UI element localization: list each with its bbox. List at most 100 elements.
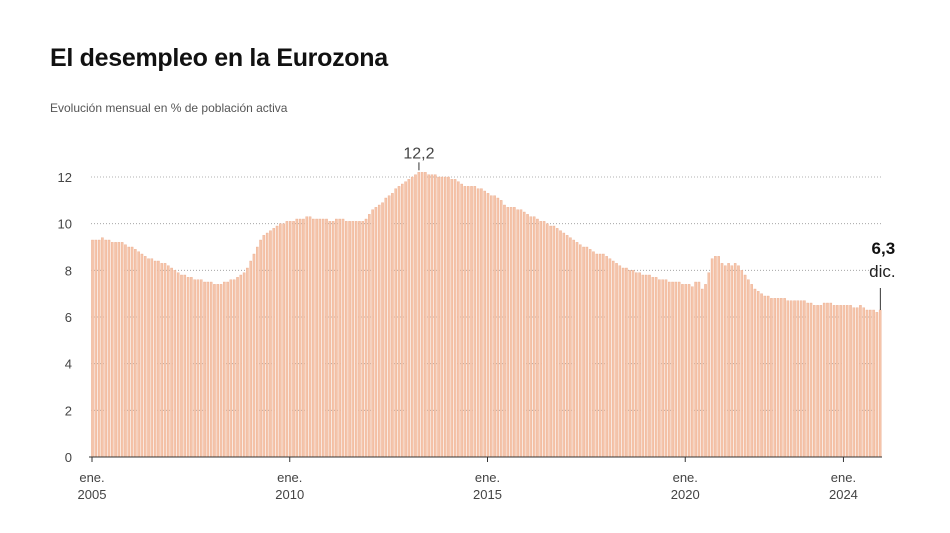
bar [259, 239, 262, 458]
last-month-label: dic. [869, 262, 895, 281]
bar [216, 284, 220, 458]
bar [602, 253, 605, 458]
bar [753, 288, 757, 458]
bar [94, 239, 98, 458]
bar [285, 221, 289, 458]
bar [875, 312, 879, 458]
bar [443, 176, 447, 458]
bar [295, 218, 299, 458]
bar [447, 176, 450, 458]
bar [582, 246, 585, 458]
bar [252, 253, 256, 458]
bar [816, 305, 819, 458]
bar [644, 274, 648, 458]
bar [849, 305, 852, 458]
bar [724, 265, 727, 458]
bar [826, 302, 829, 458]
bar [579, 244, 582, 458]
bar [628, 270, 631, 458]
bar [595, 253, 599, 458]
bar [229, 279, 233, 458]
bar [111, 242, 114, 458]
bar [226, 281, 229, 458]
bar [325, 218, 328, 458]
bar [842, 305, 846, 458]
bar [368, 214, 371, 458]
bar [513, 207, 516, 458]
bar [832, 305, 836, 458]
bar [466, 186, 470, 458]
bar [170, 267, 173, 458]
bar [529, 216, 533, 458]
bar [717, 256, 720, 458]
bar [611, 260, 615, 458]
bar [862, 307, 865, 458]
bar [391, 193, 394, 458]
bar [872, 309, 875, 458]
bar [213, 284, 216, 458]
bar [542, 221, 546, 458]
bar [691, 286, 694, 458]
bar [473, 186, 477, 458]
bar [377, 204, 381, 458]
bar [743, 274, 747, 458]
bar [371, 209, 374, 458]
bar [124, 244, 127, 458]
bar [420, 172, 424, 458]
bar [232, 279, 236, 458]
bar [829, 302, 833, 458]
bar [592, 251, 595, 458]
last-value-label: 6,3 [872, 239, 896, 258]
bar [651, 277, 655, 458]
bar [196, 279, 200, 458]
bar [437, 176, 440, 458]
bar [519, 209, 523, 458]
bar [770, 298, 773, 458]
bar [714, 256, 717, 458]
bar [262, 235, 266, 458]
bar [615, 263, 618, 458]
x-tick-year: 2010 [275, 487, 304, 502]
bar [588, 249, 592, 458]
chart-title: El desempleo en la Eurozona [50, 44, 388, 72]
bar [658, 279, 661, 458]
bar [661, 279, 664, 458]
y-tick-label: 10 [58, 217, 72, 232]
bar [206, 281, 210, 458]
bar [836, 305, 839, 458]
bar [747, 279, 750, 458]
bar [654, 277, 658, 458]
bar [157, 260, 160, 458]
bar [704, 284, 707, 458]
bar [364, 218, 368, 458]
bar [203, 281, 206, 458]
x-tick-year: 2015 [473, 487, 502, 502]
bar [410, 176, 414, 458]
bar [760, 293, 763, 458]
bar [641, 274, 645, 458]
bar [618, 265, 622, 458]
x-tick-month: ene. [475, 470, 500, 485]
y-tick-label: 8 [65, 263, 72, 278]
peak-annotation-label: 12,2 [403, 145, 434, 162]
bar [117, 242, 121, 458]
bar [199, 279, 203, 458]
bar [328, 221, 332, 458]
bar [490, 195, 493, 458]
bar [453, 179, 457, 458]
bar [321, 218, 325, 458]
bar [509, 207, 513, 458]
bar [635, 272, 638, 458]
bar [569, 237, 572, 458]
bar [292, 221, 295, 458]
x-tick-month: ene. [831, 470, 856, 485]
bar [737, 265, 740, 458]
bar [677, 281, 681, 458]
bar [101, 237, 104, 458]
bar [341, 218, 345, 458]
bar [773, 298, 777, 458]
x-tick-month: ene. [79, 470, 104, 485]
bar [414, 174, 417, 458]
bar [387, 195, 391, 458]
